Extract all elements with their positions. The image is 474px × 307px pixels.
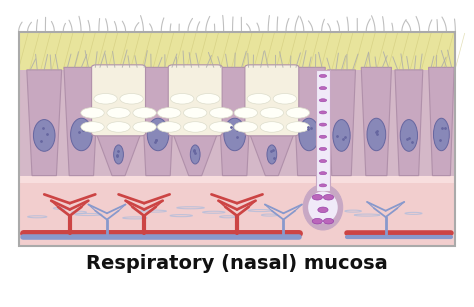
FancyBboxPatch shape	[168, 65, 222, 136]
Ellipse shape	[318, 207, 328, 213]
Bar	[18, 32, 456, 70]
Ellipse shape	[224, 118, 246, 151]
Ellipse shape	[260, 107, 283, 118]
Ellipse shape	[147, 118, 169, 151]
Ellipse shape	[107, 107, 130, 118]
Polygon shape	[293, 67, 325, 176]
Polygon shape	[96, 133, 141, 176]
Ellipse shape	[319, 87, 327, 90]
Ellipse shape	[308, 192, 338, 223]
Polygon shape	[173, 133, 218, 176]
Ellipse shape	[286, 107, 310, 118]
Ellipse shape	[234, 107, 257, 118]
Polygon shape	[361, 67, 392, 176]
FancyBboxPatch shape	[91, 65, 146, 136]
Ellipse shape	[319, 99, 327, 102]
Ellipse shape	[260, 122, 283, 132]
Ellipse shape	[183, 122, 207, 132]
Ellipse shape	[319, 74, 327, 77]
Polygon shape	[428, 67, 454, 176]
Ellipse shape	[303, 185, 343, 230]
Ellipse shape	[367, 118, 386, 151]
Ellipse shape	[133, 107, 156, 118]
Ellipse shape	[114, 145, 123, 164]
Polygon shape	[328, 70, 356, 176]
Ellipse shape	[319, 111, 327, 114]
Ellipse shape	[323, 218, 334, 224]
Ellipse shape	[197, 94, 220, 104]
Ellipse shape	[120, 94, 143, 104]
Ellipse shape	[81, 122, 104, 132]
Ellipse shape	[133, 122, 156, 132]
Ellipse shape	[319, 135, 327, 138]
Ellipse shape	[171, 94, 194, 104]
Bar	[18, 70, 456, 176]
Ellipse shape	[210, 107, 233, 118]
Ellipse shape	[400, 119, 418, 151]
Bar	[316, 70, 330, 192]
Ellipse shape	[71, 118, 92, 151]
Polygon shape	[141, 67, 175, 176]
Polygon shape	[249, 133, 294, 176]
Ellipse shape	[94, 94, 117, 104]
Ellipse shape	[286, 122, 310, 132]
Ellipse shape	[267, 145, 277, 164]
Ellipse shape	[157, 122, 181, 132]
Ellipse shape	[319, 184, 327, 187]
Ellipse shape	[273, 94, 297, 104]
Ellipse shape	[333, 119, 350, 151]
Bar	[18, 171, 456, 183]
Ellipse shape	[319, 123, 327, 126]
Ellipse shape	[107, 122, 130, 132]
Ellipse shape	[312, 195, 322, 200]
Ellipse shape	[234, 122, 257, 132]
Ellipse shape	[157, 107, 181, 118]
Ellipse shape	[247, 94, 271, 104]
Ellipse shape	[183, 107, 207, 118]
Polygon shape	[27, 70, 62, 176]
Ellipse shape	[299, 118, 319, 151]
Ellipse shape	[191, 145, 200, 164]
FancyBboxPatch shape	[245, 65, 299, 136]
Bar	[18, 32, 456, 246]
Polygon shape	[64, 67, 99, 176]
Polygon shape	[395, 70, 423, 176]
Ellipse shape	[34, 119, 55, 151]
Bar	[18, 176, 456, 246]
Ellipse shape	[319, 160, 327, 163]
Ellipse shape	[433, 118, 449, 151]
Ellipse shape	[323, 195, 334, 200]
Polygon shape	[217, 67, 252, 176]
Ellipse shape	[210, 122, 233, 132]
Ellipse shape	[312, 218, 322, 224]
Ellipse shape	[81, 107, 104, 118]
Ellipse shape	[319, 172, 327, 175]
Ellipse shape	[319, 147, 327, 150]
Text: Respiratory (nasal) mucosa: Respiratory (nasal) mucosa	[86, 254, 388, 273]
